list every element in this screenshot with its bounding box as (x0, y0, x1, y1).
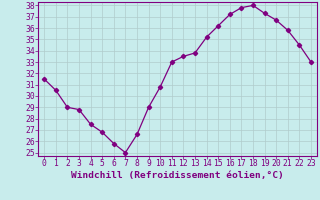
X-axis label: Windchill (Refroidissement éolien,°C): Windchill (Refroidissement éolien,°C) (71, 171, 284, 180)
